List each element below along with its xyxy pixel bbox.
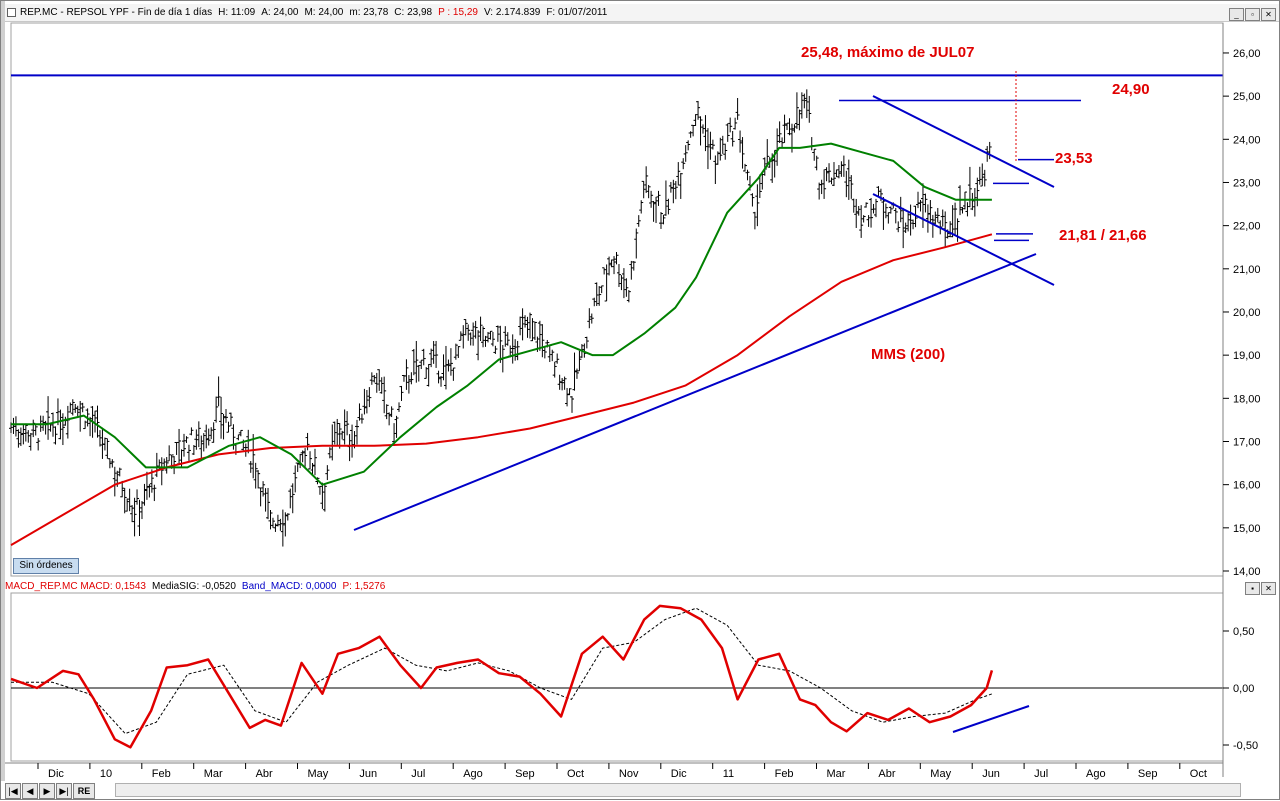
time-tick-label: Sep — [515, 768, 535, 780]
prev-button[interactable]: ◀ — [22, 783, 38, 799]
time-tick-label: Jul — [1034, 768, 1048, 780]
sma-200-line — [10, 233, 993, 546]
time-tick-label: Jun — [359, 768, 377, 780]
time-tick-label: Oct — [1190, 768, 1207, 780]
time-tick-label: Abr — [256, 768, 273, 780]
price-y-tick-label: 14,00 — [1233, 566, 1261, 578]
re-button[interactable]: RE — [73, 783, 95, 799]
minimize-button[interactable]: _ — [1229, 8, 1244, 21]
long-term-support-line — [353, 253, 1037, 531]
time-tick-label: 10 — [100, 768, 112, 780]
time-tick-label: May — [930, 768, 951, 780]
macd-window-buttons: ▪ ✕ — [1244, 580, 1276, 597]
price-y-tick-label: 22,00 — [1233, 221, 1261, 233]
price-y-tick-label: 21,00 — [1233, 264, 1261, 276]
sma-short-line — [11, 142, 992, 486]
time-tick-label: Ago — [463, 768, 483, 780]
macd-divergence-line — [952, 705, 1030, 733]
level-2353-annotation: 23,53 — [1055, 150, 1093, 167]
time-tick-label: Dic — [671, 768, 687, 780]
price-pane-frame — [10, 22, 1224, 577]
macd-pane-frame — [10, 592, 1224, 762]
no-orders-badge[interactable]: Sin órdenes — [13, 558, 79, 574]
navigation-bar: |◀ ◀ ▶ ▶| RE — [5, 781, 96, 799]
window-buttons: _ ▫ ✕ — [1228, 6, 1276, 23]
price-y-tick-label: 19,00 — [1233, 350, 1261, 362]
price-header-part: V: 2.174.839 — [483, 7, 541, 18]
time-tick-label: Jun — [982, 768, 1000, 780]
window-menu-icon[interactable] — [7, 7, 16, 17]
macd-close-button[interactable]: ✕ — [1261, 582, 1276, 595]
price-y-tick-label: 20,00 — [1233, 307, 1261, 319]
price-y-tick-label: 23,00 — [1233, 177, 1261, 189]
time-tick-label: Abr — [878, 768, 895, 780]
price-bars — [9, 89, 992, 547]
time-tick-label: Mar — [204, 768, 223, 780]
time-tick-label: 11 — [723, 768, 734, 780]
time-tick-label: Mar — [827, 768, 846, 780]
price-y-tick-label: 24,00 — [1233, 134, 1261, 146]
time-tick-label: Sep — [1138, 768, 1158, 780]
channel-upper-line — [872, 95, 1055, 188]
price-y-tick-label: 18,00 — [1233, 393, 1261, 405]
time-tick-label: Feb — [152, 768, 171, 780]
macd-line — [10, 604, 994, 749]
price-header-part: REP.MC - REPSOL YPF - Fin de día 1 días — [20, 7, 213, 18]
max-annotation: 25,48, máximo de JUL07 — [801, 44, 974, 61]
macd-y-tick-label: 0,50 — [1233, 626, 1254, 638]
macd-header-part: MediaSIG: -0,0520 — [151, 581, 236, 592]
price-chart-header: REP.MC - REPSOL YPF - Fin de día 1 días H… — [5, 4, 1279, 22]
price-header-part: F: 01/07/2011 — [546, 7, 608, 18]
time-tick-label: May — [308, 768, 329, 780]
first-button[interactable]: |◀ — [5, 783, 21, 799]
price-header-part: A: 24,00 — [261, 7, 299, 18]
macd-y-tick-label: -0,50 — [1233, 740, 1258, 752]
mms-annotation: MMS (200) — [871, 346, 945, 363]
price-header-part: P : 15,29 — [438, 7, 478, 18]
price-y-tick-label: 17,00 — [1233, 436, 1261, 448]
price-header-part: m: 23,78 — [349, 7, 389, 18]
time-tick-label: Nov — [619, 768, 639, 780]
price-y-tick-label: 16,00 — [1233, 480, 1261, 492]
macd-header-part: P: 1,5276 — [342, 581, 386, 592]
price-header-part: C: 23,98 — [394, 7, 433, 18]
price-y-tick-label: 25,00 — [1233, 91, 1261, 103]
macd-minimize-button[interactable]: ▪ — [1245, 582, 1260, 595]
close-button[interactable]: ✕ — [1261, 8, 1276, 21]
price-y-tick-label: 26,00 — [1233, 48, 1261, 60]
macd-header-part: MACD_REP.MC MACD: 0,1543 — [5, 581, 146, 592]
channel-lower-line — [872, 193, 1055, 286]
macd-header-part: Band_MACD: 0,0000 — [241, 581, 337, 592]
time-tick-label: Jul — [411, 768, 425, 780]
last-button[interactable]: ▶| — [56, 783, 72, 799]
horizontal-scrollbar[interactable] — [115, 783, 1241, 797]
time-tick-label: Dic — [48, 768, 64, 780]
left-edge-bar — [1, 1, 5, 781]
price-header-part: M: 24,00 — [304, 7, 344, 18]
level-2181-annotation: 21,81 / 21,66 — [1059, 227, 1147, 244]
price-header-part: H: 11:09 — [218, 7, 256, 18]
macd-header: MACD_REP.MC MACD: 0,1543 MediaSIG: -0,052… — [5, 578, 1279, 595]
time-tick-label: Oct — [567, 768, 584, 780]
time-tick-label: Feb — [775, 768, 794, 780]
level-2490-annotation: 24,90 — [1112, 81, 1150, 98]
maximize-button[interactable]: ▫ — [1245, 8, 1260, 21]
time-tick-label: Ago — [1086, 768, 1106, 780]
next-button[interactable]: ▶ — [39, 783, 55, 799]
price-y-tick-label: 15,00 — [1233, 523, 1261, 535]
macd-y-tick-label: 0,00 — [1233, 683, 1254, 695]
macd-signal-line — [11, 607, 993, 735]
